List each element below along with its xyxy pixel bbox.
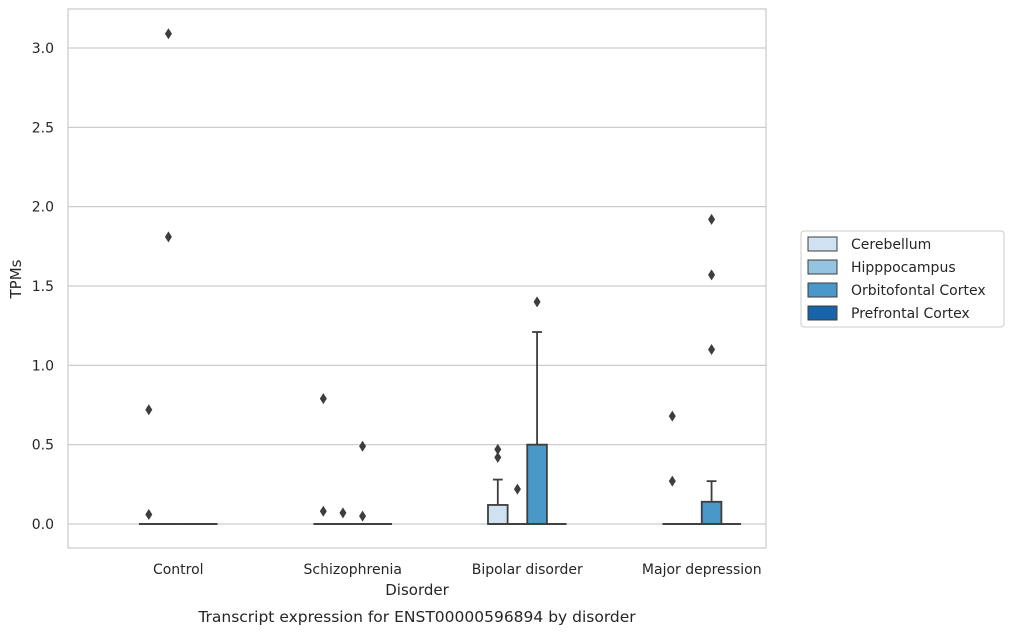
legend: Cerebellum Hipppocampus Orbitofontal Corte…: [800, 230, 1005, 328]
outlier-point: [708, 269, 716, 281]
x-tick-label: Major depression: [642, 562, 762, 578]
outlier-point: [145, 508, 153, 520]
outlier-point: [668, 475, 676, 487]
outlier-point: [494, 451, 502, 463]
box-body: [700, 500, 723, 525]
legend-label: Prefrontal Cortex: [851, 306, 970, 322]
box-body: [526, 443, 548, 525]
box-series: [138, 331, 742, 525]
y-tick-label: 2.5: [32, 120, 54, 136]
legend-swatch: [807, 236, 838, 252]
x-axis-ticks: Control Schizophrenia Bipolar disorder Majo…: [153, 562, 762, 578]
y-tick-label: 1.5: [32, 279, 54, 295]
x-tick-label: Control: [153, 562, 204, 578]
outlier-point: [359, 440, 367, 452]
legend-label: Hipppocampus: [851, 260, 956, 276]
legend-label: Cerebellum: [851, 237, 931, 253]
outlier-point: [708, 213, 716, 225]
outlier-point: [533, 296, 541, 308]
legend-swatch: [807, 305, 838, 321]
x-tick-label: Schizophrenia: [304, 562, 402, 578]
outlier-point: [513, 483, 521, 495]
y-tick-label: 0.5: [32, 438, 54, 454]
outlier-point: [359, 510, 367, 522]
legend-frame: [800, 230, 1005, 328]
plot-area-frame: [67, 8, 767, 549]
legend-swatch: [807, 282, 838, 298]
gridlines: [68, 47, 766, 525]
outlier-point: [668, 410, 676, 422]
y-tick-label: 1.0: [32, 358, 54, 374]
outlier-point: [319, 393, 327, 405]
outlier-point: [164, 28, 172, 40]
outlier-point: [319, 505, 327, 517]
outlier-point: [339, 507, 347, 519]
box: [487, 478, 509, 525]
outlier-point: [164, 231, 172, 243]
outlier-points: [145, 28, 716, 522]
x-axis-label: Disorder: [385, 581, 449, 599]
box: [526, 331, 548, 525]
legend-swatch: [807, 259, 838, 275]
y-tick-label: 2.0: [32, 200, 54, 216]
y-axis-ticks: 0.0 0.5 1.0 1.5 2.0 2.5 3.0: [32, 41, 54, 533]
x-tick-label: Bipolar disorder: [472, 562, 583, 578]
legend-label: Orbitofontal Cortex: [851, 283, 986, 299]
outlier-point: [145, 404, 153, 416]
box: [700, 480, 723, 525]
y-tick-label: 0.0: [32, 517, 54, 533]
y-tick-label: 3.0: [32, 41, 54, 57]
figure-caption: Transcript expression for ENST0000059689…: [197, 608, 636, 626]
outlier-point: [494, 443, 502, 455]
box-body: [487, 504, 509, 525]
outlier-point: [708, 343, 716, 355]
y-axis-label: TPMs: [7, 259, 25, 299]
